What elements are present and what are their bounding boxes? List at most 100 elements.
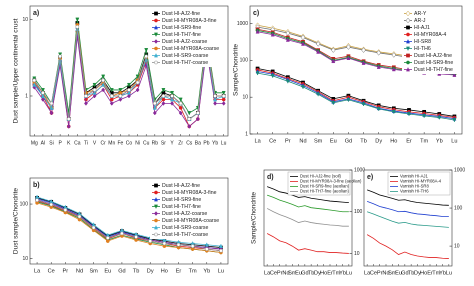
- x-tick-label: Mg: [31, 140, 38, 146]
- legend-label: Dust HI-AJ2-fine: [414, 53, 452, 59]
- marker: [105, 236, 110, 240]
- x-tick-label: Ca: [74, 140, 81, 146]
- legend-label: Dust HI-MYR08A-3-fine: [162, 18, 217, 24]
- y-tick-label: 10: [22, 17, 28, 23]
- marker: [41, 90, 45, 95]
- marker: [152, 101, 157, 106]
- x-tick-label: Rb: [152, 140, 159, 146]
- marker: [204, 247, 209, 251]
- marker: [285, 79, 290, 84]
- marker: [40, 88, 45, 93]
- legend-label: Dust HI-MYR08A-3-fine (aeolian): [300, 179, 362, 184]
- legend-marker: [154, 18, 158, 23]
- x-tick-label: Yb: [212, 140, 218, 146]
- x-tick-label: Yb: [339, 270, 346, 276]
- y-tick-label: 1000: [354, 167, 365, 173]
- x-tick-label: Dy: [414, 270, 421, 276]
- marker: [391, 52, 397, 58]
- x-tick-label: Ho: [161, 268, 168, 274]
- legend-marker: [154, 224, 158, 230]
- x-tick-label: Tm: [420, 138, 428, 144]
- marker: [213, 96, 218, 102]
- marker: [285, 37, 290, 42]
- marker: [361, 102, 366, 107]
- marker: [127, 90, 131, 95]
- marker: [49, 101, 54, 106]
- marker: [148, 239, 153, 243]
- marker: [255, 71, 260, 76]
- legend-label: AR-Y: [414, 11, 427, 17]
- x-tick-label: Yb: [436, 138, 443, 144]
- x-tick-label: Nd: [382, 270, 389, 276]
- marker: [452, 118, 457, 123]
- y-tick-label: 100: [454, 205, 463, 211]
- legend-box: [387, 171, 451, 196]
- marker: [316, 92, 321, 97]
- marker: [178, 97, 183, 102]
- legend-marker: [154, 232, 158, 237]
- marker: [66, 124, 71, 129]
- y-tick-label: 10: [354, 251, 360, 257]
- x-tick-label: Tm: [189, 268, 197, 274]
- legend-label: Dust HI-MYR08A-3-fine: [162, 190, 217, 196]
- legend-box: [402, 8, 460, 74]
- legend-label: HI-SR8: [414, 39, 431, 45]
- marker: [84, 101, 88, 106]
- legend-label: Varnish HI-SR8: [400, 184, 429, 189]
- series-line: [257, 71, 455, 120]
- marker: [127, 93, 131, 99]
- marker: [118, 94, 123, 98]
- marker: [346, 44, 351, 50]
- x-tick-label: Lu: [346, 270, 352, 276]
- legend-label: Dust HI-MYR08A-coarse: [162, 46, 219, 52]
- marker: [176, 242, 181, 247]
- x-tick-label: Tb: [308, 270, 315, 276]
- series-line: [366, 200, 449, 217]
- series-line: [36, 196, 221, 247]
- marker: [92, 88, 97, 92]
- x-tick-label: Ce: [269, 138, 276, 144]
- marker: [161, 97, 166, 102]
- marker: [49, 202, 54, 207]
- legend-marker: [154, 183, 158, 188]
- legend-marker: [406, 32, 410, 37]
- marker: [255, 29, 260, 34]
- x-tick-label: Sm: [388, 270, 397, 276]
- x-tick-label: La: [364, 270, 371, 276]
- x-tick-label: Er: [327, 270, 333, 276]
- x-tick-label: La: [254, 138, 261, 144]
- marker: [407, 112, 411, 117]
- legend-label: Dust HI-SR9-fine: [414, 60, 453, 66]
- series-line: [366, 189, 449, 206]
- x-tick-label: Cs: [186, 140, 193, 146]
- series-line: [266, 233, 349, 254]
- x-tick-label: Ho: [320, 270, 327, 276]
- marker: [221, 90, 226, 96]
- y-tick-label: 10: [22, 256, 28, 262]
- marker: [391, 66, 396, 72]
- x-tick-label: Nd: [299, 138, 306, 144]
- x-tick-label: Lu: [218, 268, 224, 274]
- marker: [77, 217, 82, 222]
- marker: [270, 32, 275, 37]
- legend-label: Dust HI-TH7-coarse: [162, 60, 208, 66]
- marker: [422, 114, 427, 119]
- x-tick-label: Al: [41, 140, 45, 146]
- legend-marker: [154, 211, 158, 216]
- marker: [118, 97, 123, 102]
- marker: [134, 238, 138, 242]
- legend-marker: [154, 196, 158, 202]
- marker: [109, 101, 114, 106]
- legend-marker: [154, 204, 158, 210]
- legend-marker: [406, 46, 410, 52]
- x-tick-label: Dy: [375, 138, 382, 144]
- marker: [178, 110, 183, 116]
- y-axis-label: Sample/Chondrite: [233, 44, 240, 96]
- legend-marker: [154, 60, 158, 65]
- legend-marker: [154, 32, 158, 38]
- legend-marker: [406, 25, 410, 30]
- x-tick-label: Ni: [135, 140, 140, 146]
- marker: [187, 124, 192, 129]
